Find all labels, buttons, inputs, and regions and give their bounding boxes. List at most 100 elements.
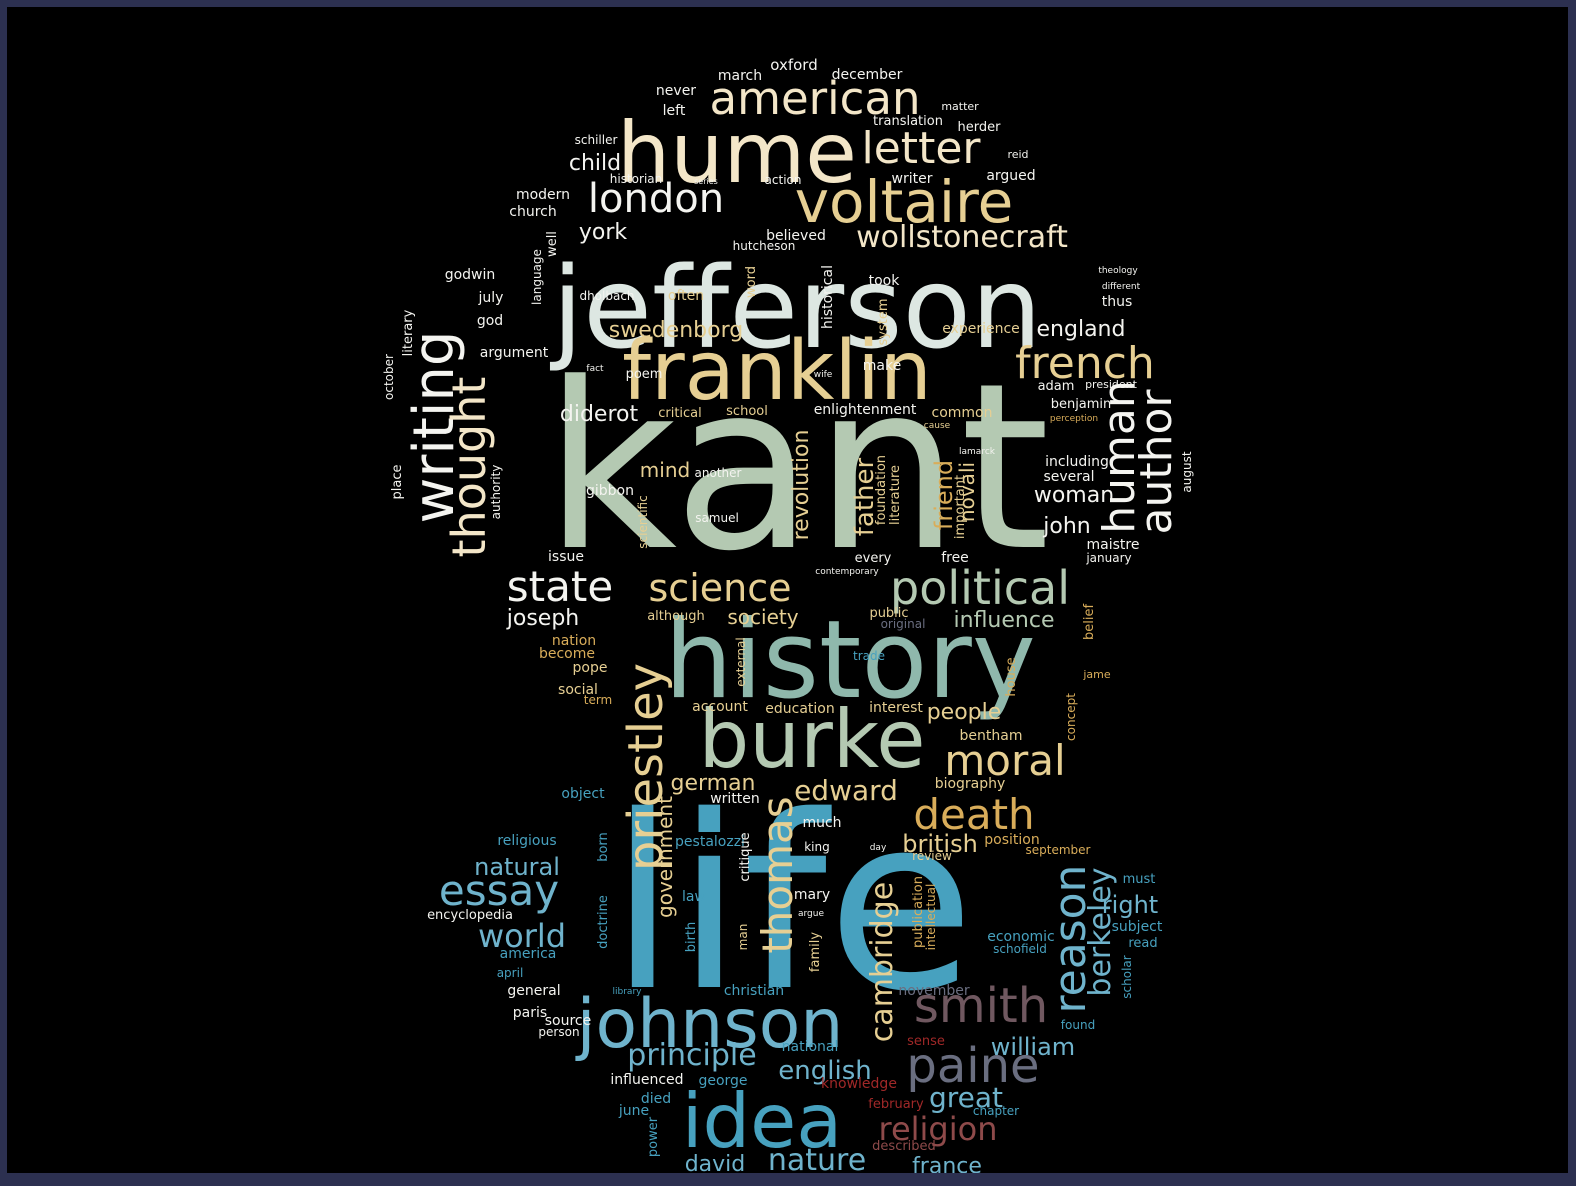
word-state: state	[507, 562, 613, 611]
word-february: february	[868, 1097, 924, 1112]
word-make: make	[863, 358, 901, 374]
word-dholbach: dholbach	[579, 289, 634, 303]
word-cause: cause	[924, 421, 951, 431]
word-people: people	[927, 700, 1002, 725]
word-translation: translation	[873, 114, 943, 129]
word-cambridge: cambridge	[865, 882, 900, 1042]
word-contemporary: contemporary	[815, 567, 879, 577]
word-pope: pope	[573, 660, 608, 676]
word-trade: trade	[853, 649, 885, 663]
word-gibbon: gibbon	[586, 483, 634, 499]
word-december: december	[832, 67, 903, 83]
word-critique: critique	[738, 832, 753, 881]
word-influenced: influenced	[610, 1072, 683, 1088]
word-much: much	[802, 815, 841, 831]
word-november: november	[898, 983, 969, 999]
word-social: social	[558, 682, 598, 698]
word-writer: writer	[892, 171, 933, 187]
word-action: action	[765, 173, 802, 187]
word-england: england	[1037, 317, 1126, 342]
word-found: found	[1061, 1018, 1095, 1032]
word-modern: modern	[516, 187, 570, 203]
word-several: several	[1043, 469, 1094, 485]
word-novali: novali	[955, 462, 979, 522]
word-church: church	[509, 204, 556, 220]
word-idea: idea	[682, 1077, 843, 1165]
word-foundation: foundation	[874, 455, 889, 525]
word-august: august	[1180, 451, 1194, 492]
word-interest: interest	[869, 700, 923, 716]
word-mind: mind	[640, 458, 690, 482]
word-oxford: oxford	[770, 56, 817, 74]
word-scientific: scientific	[636, 495, 650, 548]
word-review: review	[912, 849, 952, 863]
word-encyclopedia: encyclopedia	[427, 908, 513, 923]
word-thought: thought	[442, 377, 496, 558]
word-david: david	[685, 1152, 746, 1173]
word-letter: letter	[862, 123, 982, 174]
word-external: external	[734, 637, 748, 686]
word-child: child	[569, 151, 621, 176]
word-cloud-canvas: kant life jefferson history franklin hume burk…	[7, 7, 1568, 1173]
word-publication: publication	[911, 876, 926, 948]
word-wollstonecraft: wollstonecraft	[856, 220, 1068, 255]
word-born: born	[596, 832, 611, 862]
word-revolution: revolution	[789, 430, 814, 541]
word-well: well	[545, 231, 560, 257]
word-concept: concept	[1064, 693, 1078, 741]
word-source: source	[545, 1013, 592, 1029]
word-paris: paris	[513, 1005, 547, 1021]
word-important: important	[953, 475, 968, 539]
word-samuel: samuel	[695, 511, 739, 525]
word-pestalozzi: pestalozzi	[675, 834, 745, 850]
word-fact: fact	[586, 364, 604, 374]
word-common: common	[932, 405, 993, 421]
word-term: term	[584, 693, 613, 707]
word-german: german	[670, 771, 755, 796]
word-hume: hume	[617, 104, 857, 202]
word-knowledge: knowledge	[821, 1076, 897, 1092]
word-power: power	[646, 1116, 661, 1157]
word-often: often	[668, 288, 704, 304]
word-mary: mary	[794, 887, 830, 903]
word-public: public	[869, 606, 908, 621]
word-original: original	[881, 617, 926, 631]
word-school: school	[726, 404, 768, 419]
word-died: died	[641, 1091, 671, 1107]
word-york: york	[579, 220, 628, 245]
word-another: another	[695, 466, 742, 480]
word-historical: historical	[820, 265, 836, 329]
word-great: great	[929, 1081, 1003, 1114]
word-edward: edward	[794, 774, 898, 807]
word-british: british	[902, 830, 978, 858]
word-essay: essay	[439, 866, 559, 915]
word-april: april	[497, 966, 524, 980]
word-historian: historian	[610, 172, 662, 186]
word-place: place	[390, 465, 405, 500]
word-literature: literature	[888, 465, 903, 525]
word-nature: nature	[768, 1143, 866, 1173]
word-doctrine: doctrine	[596, 895, 611, 949]
word-law: law	[682, 889, 706, 905]
word-matter: matter	[941, 100, 979, 113]
word-january: january	[1085, 551, 1131, 565]
word-argument: argument	[480, 345, 549, 361]
word-left: left	[663, 103, 686, 119]
word-issue: issue	[548, 549, 584, 565]
word-authority: authority	[489, 465, 503, 520]
word-free: free	[941, 550, 969, 566]
word-described: described	[872, 1139, 936, 1154]
word-believed: believed	[766, 228, 826, 244]
word-london: london	[588, 176, 724, 222]
word-july: july	[478, 290, 504, 306]
word-argue: argue	[798, 909, 824, 919]
word-series: series	[694, 177, 718, 186]
word-wife: wife	[814, 370, 833, 380]
word-subject: subject	[1112, 919, 1163, 935]
word-reid: reid	[1007, 148, 1028, 161]
word-argued: argued	[986, 168, 1035, 184]
word-family: family	[808, 932, 823, 972]
word-america: america	[500, 946, 557, 962]
word-jefferson: jefferson	[549, 244, 1042, 374]
word-berkeley: berkeley	[1083, 867, 1118, 996]
